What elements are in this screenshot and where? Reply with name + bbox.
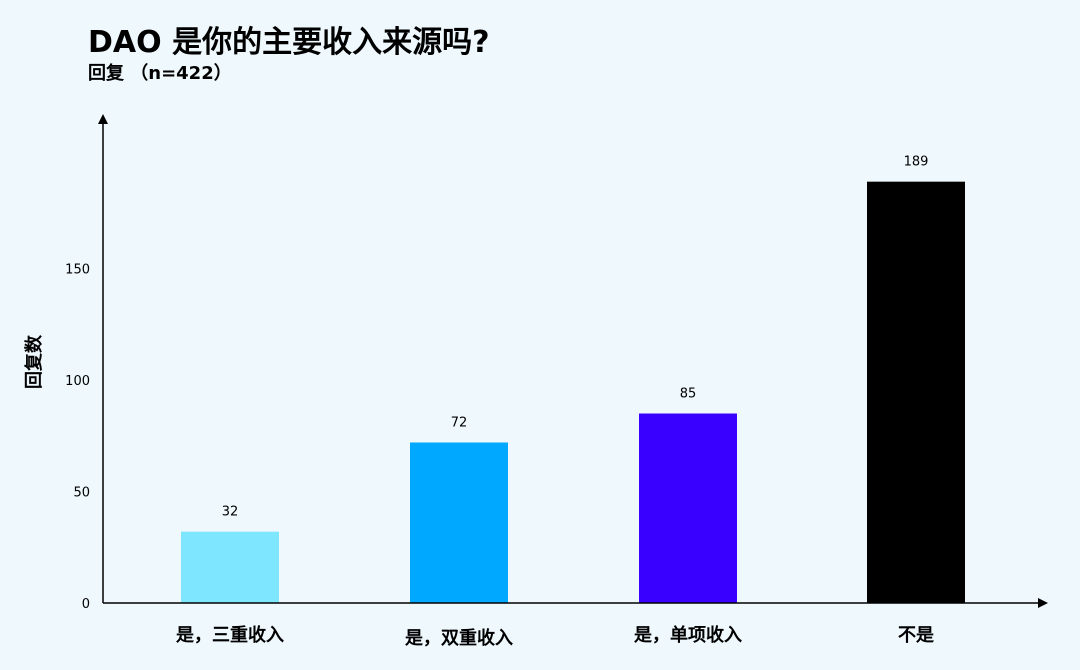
bar-value-label: 32 bbox=[222, 505, 239, 520]
y-tick-label: 100 bbox=[65, 374, 90, 389]
bar bbox=[181, 531, 279, 603]
y-tick-label: 50 bbox=[73, 486, 90, 501]
x-category-label: 是，三重收入 bbox=[175, 624, 284, 646]
chart-title: DAO 是你的主要收入来源吗? bbox=[88, 25, 489, 60]
y-tick-label: 0 bbox=[82, 597, 90, 612]
x-axis-arrow bbox=[1038, 598, 1048, 608]
y-axis-title: 回复数 bbox=[23, 334, 45, 389]
x-category-label: 是，单项收入 bbox=[633, 624, 742, 646]
x-category-label: 不是 bbox=[898, 625, 934, 646]
bar bbox=[639, 413, 737, 603]
bar-value-label: 189 bbox=[904, 155, 929, 170]
y-axis-arrow bbox=[98, 114, 108, 124]
y-tick-label: 150 bbox=[65, 263, 90, 278]
x-category-label: 是，双重收入 bbox=[404, 627, 513, 649]
bar-value-label: 85 bbox=[680, 387, 697, 402]
bar bbox=[867, 181, 965, 603]
bar bbox=[410, 442, 508, 603]
chart-subtitle: 回复 （n=422） bbox=[88, 62, 232, 84]
plot-area: 0 50 100 150 32 是，三重收入 72 是，双重收入 85 是，单项收入 189 不是 bbox=[65, 155, 965, 649]
bar-value-label: 72 bbox=[451, 415, 468, 430]
